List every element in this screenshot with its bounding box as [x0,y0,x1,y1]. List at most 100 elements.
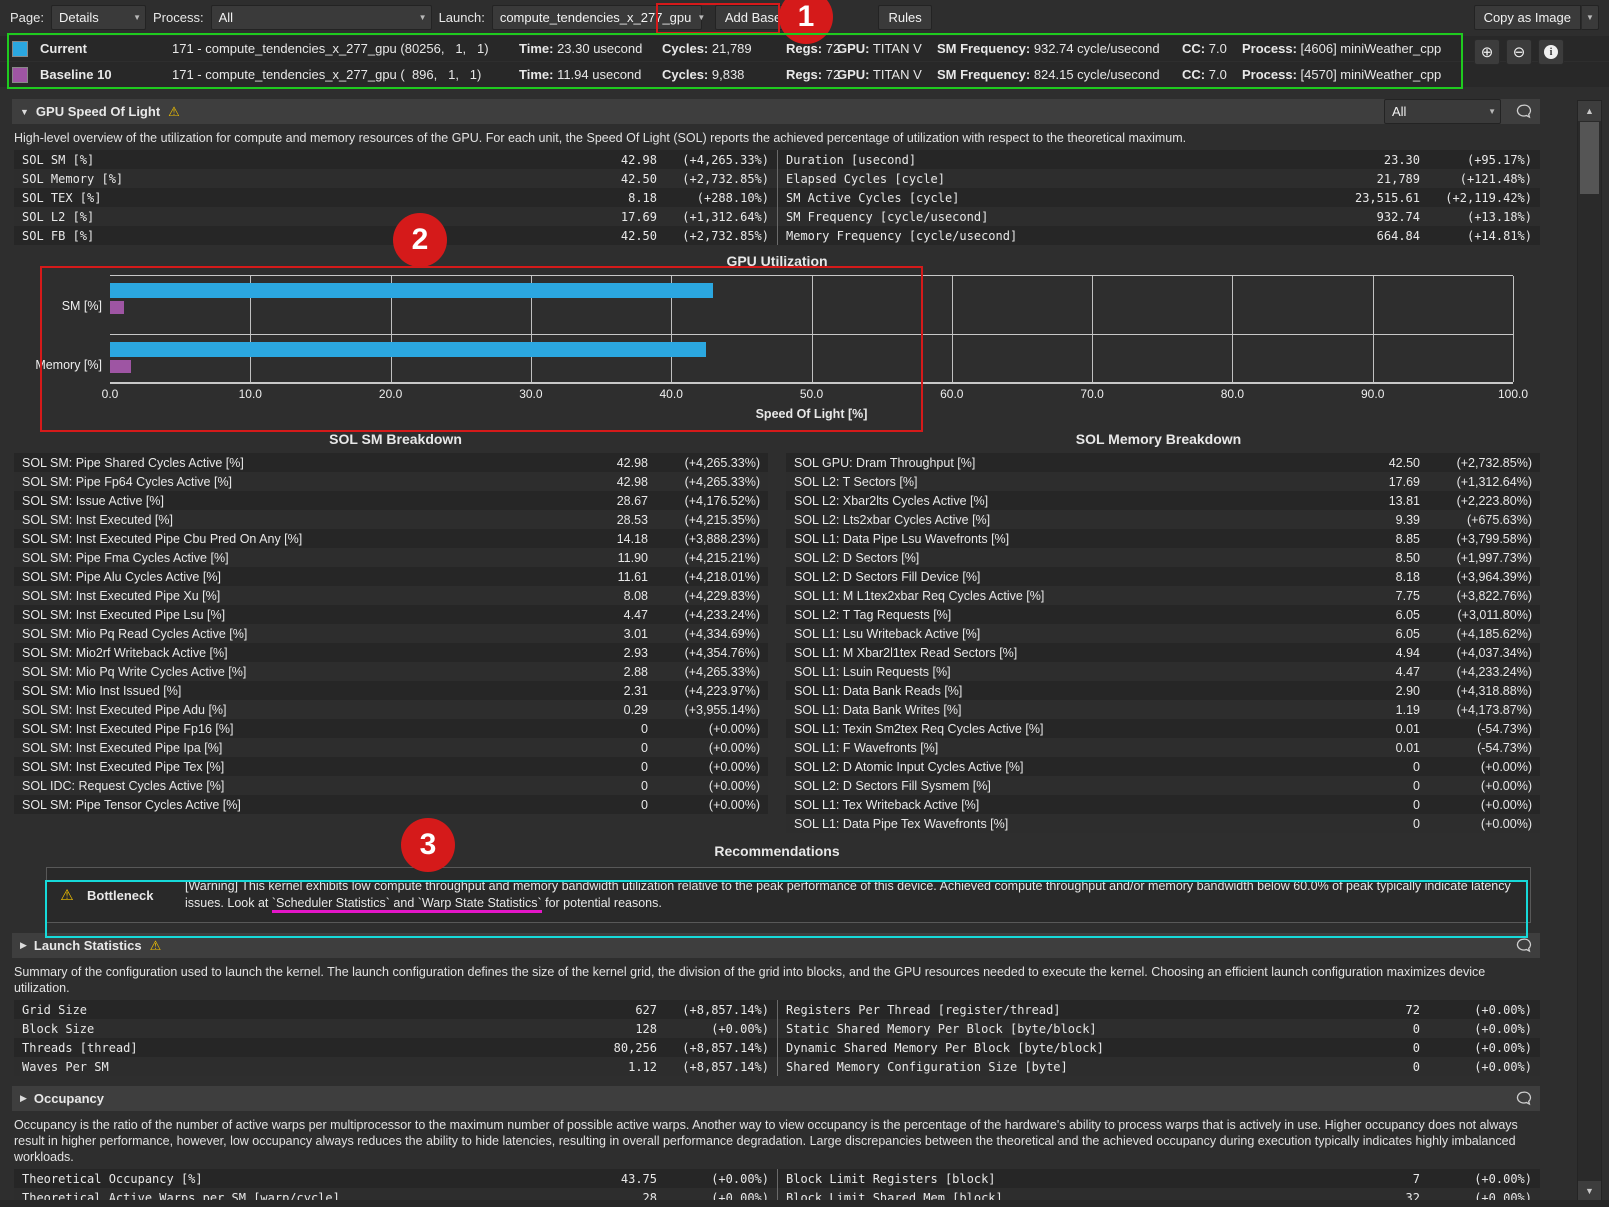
bottleneck-recommendation[interactable]: ⚠ Bottleneck [Warning] This kernel exhib… [46,867,1531,923]
sol-filter-dropdown[interactable]: All ▼ [1384,99,1501,124]
table-row[interactable]: SOL SM: Inst Executed Pipe Fp16 [%] 0 (+… [14,719,768,738]
table-row[interactable]: Dynamic Shared Memory Per Block [byte/bl… [778,1038,1540,1057]
metric-delta: (+13.18%) [1466,209,1532,224]
table-row[interactable]: SOL L1: Tex Writeback Active [%] 0 (+0.0… [786,795,1540,814]
table-row[interactable]: SM Frequency [cycle/usecond] 932.74 (+13… [778,207,1540,226]
table-row[interactable]: SOL SM: Pipe Alu Cycles Active [%] 11.61… [14,567,768,586]
zoom-out-circle-icon[interactable]: ⊖ [1506,39,1532,65]
table-row[interactable]: SOL SM: Mio2rf Writeback Active [%] 2.93… [14,643,768,662]
table-row[interactable]: SOL SM: Issue Active [%] 28.67 (+4,176.5… [14,491,768,510]
table-row[interactable]: Elapsed Cycles [cycle] 21,789 (+121.48%) [778,169,1540,188]
table-row[interactable]: SOL L1: Data Pipe Tex Wavefronts [%] 0 (… [786,814,1540,833]
table-row[interactable]: SOL SM: Mio Inst Issued [%] 2.31 (+4,223… [14,681,768,700]
launch-dropdown[interactable]: compute_tendencies_x_277_gpu ▼ [491,4,705,30]
collapse-triangle-icon[interactable]: ▶ [20,940,27,950]
section-header-gpu-speed-of-light[interactable]: ▼ GPU Speed Of Light ⚠ All ▼ [12,99,1540,124]
table-row[interactable]: Theoretical Occupancy [%] 43.75 (+0.00%) [14,1169,777,1188]
table-row[interactable]: SOL SM: Pipe Tensor Cycles Active [%] 0 … [14,795,768,814]
table-row[interactable]: SOL L2: D Sectors Fill Device [%] 8.18 (… [786,567,1540,586]
table-row[interactable]: SOL SM: Mio Pq Read Cycles Active [%] 3.… [14,624,768,643]
table-row[interactable]: SOL SM: Inst Executed [%] 28.53 (+4,215.… [14,510,768,529]
table-row[interactable]: SOL SM: Inst Executed Pipe Adu [%] 0.29 … [14,700,768,719]
table-row[interactable]: SOL L1: M L1tex2xbar Req Cycles Active [… [786,586,1540,605]
table-row[interactable]: Registers Per Thread [register/thread] 7… [778,1000,1540,1019]
scroll-up-arrow-icon[interactable]: ▲ [1578,101,1601,121]
add-baseline-button[interactable]: Add Baseline [714,4,812,30]
collapse-triangle-icon[interactable]: ▶ [20,1093,27,1103]
table-row[interactable]: SOL SM: Mio Pq Write Cycles Active [%] 2… [14,662,768,681]
table-row[interactable]: SOL SM [%] 42.98 (+4,265.33%) [14,150,777,169]
table-row[interactable]: SOL SM: Inst Executed Pipe Cbu Pred On A… [14,529,768,548]
page-dropdown[interactable]: Details ▼ [50,4,146,30]
metric-value: 14.18 [616,531,648,546]
table-row[interactable]: SOL L2: Xbar2lts Cycles Active [%] 13.81… [786,491,1540,510]
comment-icon[interactable] [1515,937,1532,954]
table-row[interactable]: Static Shared Memory Per Block [byte/blo… [778,1019,1540,1038]
table-row[interactable]: SOL SM: Inst Executed Pipe Tex [%] 0 (+0… [14,757,768,776]
zoom-in-circle-icon[interactable]: ⊕ [1474,39,1500,65]
scrollbar-track[interactable] [1578,195,1601,1181]
table-row[interactable]: SOL Memory [%] 42.50 (+2,732.85%) [14,169,777,188]
scroll-down-arrow-icon[interactable]: ▼ [1578,1181,1601,1201]
table-row[interactable]: SOL L1: Data Bank Reads [%] 2.90 (+4,318… [786,681,1540,700]
table-row[interactable]: SOL L1: Data Bank Writes [%] 1.19 (+4,17… [786,700,1540,719]
scrollbar-thumb[interactable] [1580,122,1599,194]
table-row[interactable]: SOL FB [%] 42.50 (+2,732.85%) [14,226,777,245]
table-row[interactable]: SOL SM: Pipe Shared Cycles Active [%] 42… [14,453,768,472]
baseline-row[interactable]: Baseline 10 171 - compute_tendencies_x_2… [0,62,1609,87]
baseline-row[interactable]: Current 171 - compute_tendencies_x_277_g… [0,36,1609,61]
metric-label: SOL SM: Pipe Fp64 Cycles Active [%] [22,474,233,489]
table-row[interactable]: SOL GPU: Dram Throughput [%] 42.50 (+2,7… [786,453,1540,472]
info-icon[interactable]: i [1538,39,1564,65]
table-row[interactable]: SOL L1: Lsu Writeback Active [%] 6.05 (+… [786,624,1540,643]
gridline [951,276,953,382]
rules-button[interactable]: Rules [878,4,932,30]
metric-delta: (+0.00%) [1474,1171,1532,1186]
metric-delta: (+2,119.42%) [1445,190,1532,205]
metric-value: 6.05 [1395,626,1420,641]
comment-icon[interactable] [1515,103,1532,120]
table-row[interactable]: SOL L2: D Sectors [%] 8.50 (+1,997.73%) [786,548,1540,567]
table-row[interactable]: SOL L2: T Sectors [%] 17.69 (+1,312.64%) [786,472,1540,491]
table-row[interactable]: SM Active Cycles [cycle] 23,515.61 (+2,1… [778,188,1540,207]
table-row[interactable]: SOL SM: Pipe Fp64 Cycles Active [%] 42.9… [14,472,768,491]
table-row[interactable]: SOL L2: T Tag Requests [%] 6.05 (+3,011.… [786,605,1540,624]
table-row[interactable]: SOL L2: Lts2xbar Cycles Active [%] 9.39 … [786,510,1540,529]
time-value: 11.94 usecond [557,67,642,82]
copy-as-image-button[interactable]: Copy as Image [1473,4,1581,30]
table-row[interactable]: Shared Memory Configuration Size [byte] … [778,1057,1540,1076]
metric-delta: (+0.00%) [708,759,760,774]
table-row[interactable]: SOL SM: Inst Executed Pipe Xu [%] 8.08 (… [14,586,768,605]
comment-icon[interactable] [1515,1090,1532,1107]
table-row[interactable]: SOL SM: Inst Executed Pipe Lsu [%] 4.47 … [14,605,768,624]
table-row[interactable]: SOL L1: Data Pipe Lsu Wavefronts [%] 8.8… [786,529,1540,548]
table-row[interactable]: Grid Size 627 (+8,857.14%) [14,1000,777,1019]
table-row[interactable]: Memory Frequency [cycle/usecond] 664.84 … [778,226,1540,245]
table-row[interactable]: SOL L1: Texin Sm2tex Req Cycles Active [… [786,719,1540,738]
table-row[interactable]: SOL L2: D Sectors Fill Sysmem [%] 0 (+0.… [786,776,1540,795]
process-dropdown[interactable]: All ▼ [210,4,432,30]
table-row[interactable]: Block Size 128 (+0.00%) [14,1019,777,1038]
table-row[interactable]: SOL L1: M Xbar2l1tex Read Sectors [%] 4.… [786,643,1540,662]
recommendations-title: Recommendations [714,843,840,859]
table-row[interactable]: Block Limit Registers [block] 7 (+0.00%) [778,1169,1540,1188]
table-row[interactable]: Duration [usecond] 23.30 (+95.17%) [778,150,1540,169]
table-row[interactable]: SOL TEX [%] 8.18 (+288.10%) [14,188,777,207]
table-row[interactable]: SOL L2: D Atomic Input Cycles Active [%]… [786,757,1540,776]
table-row[interactable]: SOL L1: Lsuin Requests [%] 4.47 (+4,233.… [786,662,1540,681]
table-row[interactable]: Threads [thread] 80,256 (+8,857.14%) [14,1038,777,1057]
table-row[interactable]: SOL IDC: Request Cycles Active [%] 0 (+0… [14,776,768,795]
section-header-launch-statistics[interactable]: ▶ Launch Statistics ⚠ [12,933,1540,958]
copy-as-image-dropdown-arrow[interactable]: ▼ [1581,4,1599,30]
table-row[interactable]: SOL L2 [%] 17.69 (+1,312.64%) [14,207,777,226]
metric-delta: (+4,215.21%) [684,550,760,565]
table-row[interactable]: SOL L1: F Wavefronts [%] 0.01 (-54.73%) [786,738,1540,757]
table-row[interactable]: SOL SM: Inst Executed Pipe Ipa [%] 0 (+0… [14,738,768,757]
table-row[interactable]: SOL SM: Pipe Fma Cycles Active [%] 11.90… [14,548,768,567]
add-baseline-dropdown-arrow[interactable]: ▼ [811,4,830,30]
collapse-triangle-icon[interactable]: ▼ [20,106,29,117]
section-header-occupancy[interactable]: ▶ Occupancy [12,1086,1540,1111]
time-value: 23.30 usecond [557,41,643,56]
memory-breakdown-table: SOL GPU: Dram Throughput [%] 42.50 (+2,7… [786,453,1540,833]
table-row[interactable]: Waves Per SM 1.12 (+8,857.14%) [14,1057,777,1076]
